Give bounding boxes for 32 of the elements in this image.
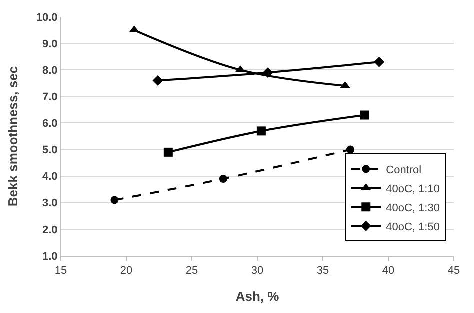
point xyxy=(256,126,266,136)
x-tick-label: 45 xyxy=(448,265,460,278)
y-axis-title: Bekk smoothness, sec xyxy=(5,66,20,207)
x-axis-title: Ash, % xyxy=(236,288,280,304)
point xyxy=(374,56,385,68)
legend-label: Control xyxy=(386,164,422,176)
x-tick-label: 30 xyxy=(251,265,264,278)
x-tick-label: 25 xyxy=(186,265,198,278)
point xyxy=(164,148,173,157)
y-tick-label: 4.0 xyxy=(42,171,58,184)
y-tick-label: 7.0 xyxy=(42,92,58,104)
point xyxy=(219,174,228,183)
y-tick-label: 10.0 xyxy=(36,12,58,24)
y-tick-label: 5.0 xyxy=(42,144,58,157)
y-tick-label: 2.0 xyxy=(42,224,58,236)
legend-label: 40oC, 1:50 xyxy=(386,221,440,234)
point xyxy=(346,146,355,154)
legend-label: 40oC, 1:10 xyxy=(386,183,440,196)
y-tick-label: 6.0 xyxy=(42,118,58,130)
point xyxy=(360,110,370,120)
x-tick-label: 20 xyxy=(120,265,133,278)
legend-label: 40oC, 1:30 xyxy=(386,202,440,214)
point xyxy=(262,68,274,78)
x-tick-label: 15 xyxy=(54,265,68,278)
y-tick-label: 1.0 xyxy=(42,250,58,263)
y-tick-label: 3.0 xyxy=(42,198,58,210)
y-tick-label: 9.0 xyxy=(42,38,58,50)
x-tick-label: 40 xyxy=(382,265,395,278)
x-tick-label: 35 xyxy=(316,265,330,278)
y-tick-label: 8.0 xyxy=(42,64,58,77)
point xyxy=(152,76,164,86)
point xyxy=(110,196,119,204)
